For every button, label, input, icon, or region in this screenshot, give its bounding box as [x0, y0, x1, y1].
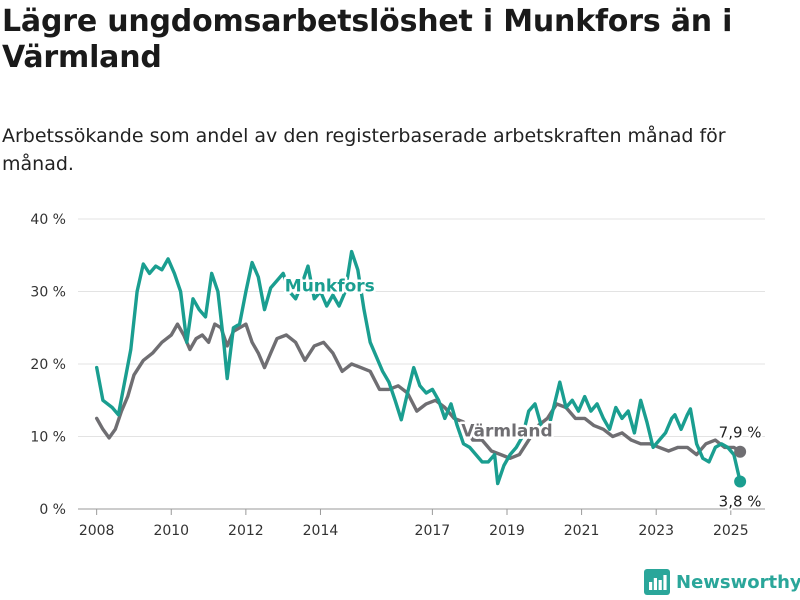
y-axis-ticks: 0 % 10 % 20 % 30 % 40 % [30, 212, 66, 518]
x-tick-label: 2025 [713, 523, 749, 539]
series-line-varmland [95, 322, 742, 460]
y-tick-label: 10 % [30, 430, 66, 446]
end-point-marker [734, 445, 747, 458]
x-tick-label: 2010 [153, 523, 189, 539]
bar-chart-logo-icon [644, 569, 670, 595]
y-tick-label: 30 % [30, 285, 66, 301]
grid-lines [78, 218, 765, 510]
y-tick-label: 20 % [30, 357, 66, 373]
series-label: Värmland [461, 422, 552, 442]
chart-title: Lägre ungdomsarbetslöshet i Munkfors än … [2, 4, 733, 75]
x-tick-label: 2012 [228, 523, 264, 539]
x-tick-label: 2023 [638, 523, 674, 539]
series-label-halo: Värmland [461, 422, 552, 442]
end-value-label: 7,9 % [719, 424, 762, 442]
y-tick-label: 40 % [30, 212, 66, 228]
series-label-halo: Munkfors [285, 277, 375, 297]
series-line-munkfors [95, 249, 742, 486]
x-tick-label: 2021 [564, 523, 600, 539]
end-value-label-halo: 3,8 % [719, 492, 762, 510]
x-tick-label: 2017 [415, 523, 451, 539]
brand-name: Newsworthy [676, 571, 800, 593]
chart-subtitle: Arbetssökande som andel av den registerb… [2, 125, 726, 175]
x-axis-ticks: 2008 2010 2012 2014 2017 2019 2021 2023 2025 [79, 509, 749, 539]
end-value-label: 3,8 % [719, 492, 762, 510]
series-lines [95, 249, 742, 486]
end-value-label-halo: 7,9 % [719, 424, 762, 442]
x-tick-label: 2014 [303, 523, 339, 539]
x-tick-label: 2008 [79, 523, 115, 539]
end-markers: 7,9 %7,9 %3,8 %3,8 % [717, 422, 764, 513]
y-tick-label: 0 % [39, 502, 66, 518]
end-point-marker [734, 475, 747, 488]
newsworthy-logo[interactable]: Newsworthy [644, 569, 800, 595]
series-label: Munkfors [285, 277, 375, 297]
x-tick-label: 2019 [489, 523, 525, 539]
